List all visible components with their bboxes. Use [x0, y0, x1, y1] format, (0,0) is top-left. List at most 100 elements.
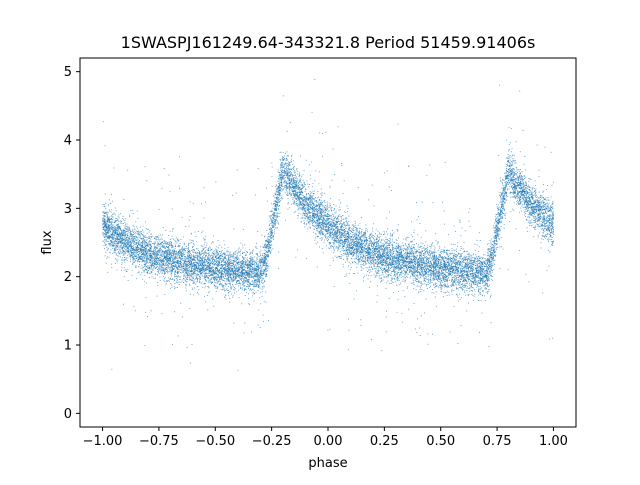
- data-point: [164, 294, 166, 296]
- data-point: [369, 269, 371, 271]
- data-point: [186, 263, 188, 265]
- data-point: [350, 233, 352, 235]
- data-point: [418, 262, 420, 264]
- data-point: [440, 284, 442, 286]
- data-point: [530, 208, 532, 210]
- data-point: [391, 257, 393, 259]
- data-point: [503, 190, 505, 191]
- data-point: [520, 179, 522, 181]
- data-point: [440, 261, 442, 263]
- data-point: [251, 272, 253, 274]
- data-point: [110, 236, 112, 237]
- data-point: [319, 231, 321, 233]
- data-point: [271, 241, 272, 243]
- data-point: [193, 279, 195, 281]
- data-point: [510, 163, 512, 165]
- data-point: [418, 277, 420, 279]
- data-point: [300, 181, 302, 183]
- data-point: [378, 252, 380, 254]
- data-point: [430, 245, 432, 247]
- data-point: [412, 262, 414, 264]
- data-point: [410, 269, 412, 271]
- data-point: [275, 184, 277, 186]
- data-point: [185, 279, 187, 280]
- data-point: [187, 275, 189, 277]
- data-point: [383, 268, 385, 270]
- data-point: [455, 255, 457, 257]
- data-point: [167, 250, 169, 252]
- data-point: [174, 271, 176, 273]
- data-point: [535, 218, 536, 220]
- data-point: [104, 223, 106, 225]
- data-point: [259, 283, 261, 285]
- data-point: [128, 244, 130, 246]
- data-point: [121, 234, 123, 236]
- data-point: [226, 274, 228, 276]
- data-point: [284, 219, 286, 221]
- data-point: [538, 220, 540, 222]
- data-point: [487, 268, 489, 270]
- data-point: [204, 241, 206, 243]
- data-point: [309, 219, 311, 221]
- data-point: [395, 279, 397, 281]
- data-point: [190, 260, 192, 262]
- data-point: [208, 265, 210, 267]
- data-point: [381, 260, 383, 262]
- data-point: [322, 202, 323, 204]
- data-point: [257, 266, 259, 268]
- data-point: [465, 259, 466, 261]
- data-point: [180, 302, 182, 304]
- data-point: [544, 204, 546, 206]
- data-point: [234, 258, 236, 260]
- data-point: [220, 268, 221, 270]
- data-point: [361, 245, 363, 247]
- data-point: [117, 216, 119, 218]
- data-point: [349, 236, 351, 238]
- data-point: [136, 239, 138, 241]
- data-point: [259, 260, 261, 262]
- data-point: [521, 205, 523, 207]
- data-point: [502, 197, 503, 199]
- data-point: [248, 278, 250, 280]
- data-point: [149, 260, 151, 262]
- data-point: [391, 238, 393, 240]
- data-point: [115, 240, 116, 242]
- data-point: [542, 206, 544, 207]
- data-point: [341, 254, 343, 255]
- data-point: [459, 249, 461, 251]
- data-point: [333, 218, 335, 220]
- data-point: [505, 175, 507, 177]
- data-point: [461, 262, 463, 264]
- data-point: [121, 262, 123, 264]
- data-point: [430, 267, 432, 269]
- data-point: [111, 224, 112, 226]
- data-point: [461, 288, 463, 289]
- data-point: [356, 249, 358, 251]
- data-point: [456, 270, 458, 272]
- data-point: [331, 239, 333, 241]
- data-point: [291, 195, 293, 196]
- data-point: [358, 258, 360, 260]
- data-point: [480, 288, 482, 290]
- data-point: [352, 229, 354, 231]
- data-point: [452, 262, 454, 264]
- data-point: [199, 251, 201, 253]
- data-point: [280, 172, 282, 174]
- data-point: [137, 254, 139, 255]
- data-point: [110, 221, 112, 223]
- data-point: [534, 209, 535, 211]
- data-point: [205, 261, 207, 263]
- data-point: [222, 253, 224, 255]
- data-point: [121, 248, 123, 250]
- data-point: [108, 237, 110, 238]
- data-point: [370, 264, 372, 266]
- data-point: [425, 268, 426, 270]
- data-point: [320, 227, 322, 228]
- data-point: [260, 255, 261, 256]
- data-point: [153, 248, 155, 250]
- data-point: [321, 210, 323, 212]
- data-point: [433, 279, 435, 281]
- data-point: [358, 253, 360, 255]
- data-point: [162, 246, 164, 248]
- data-point: [168, 250, 170, 252]
